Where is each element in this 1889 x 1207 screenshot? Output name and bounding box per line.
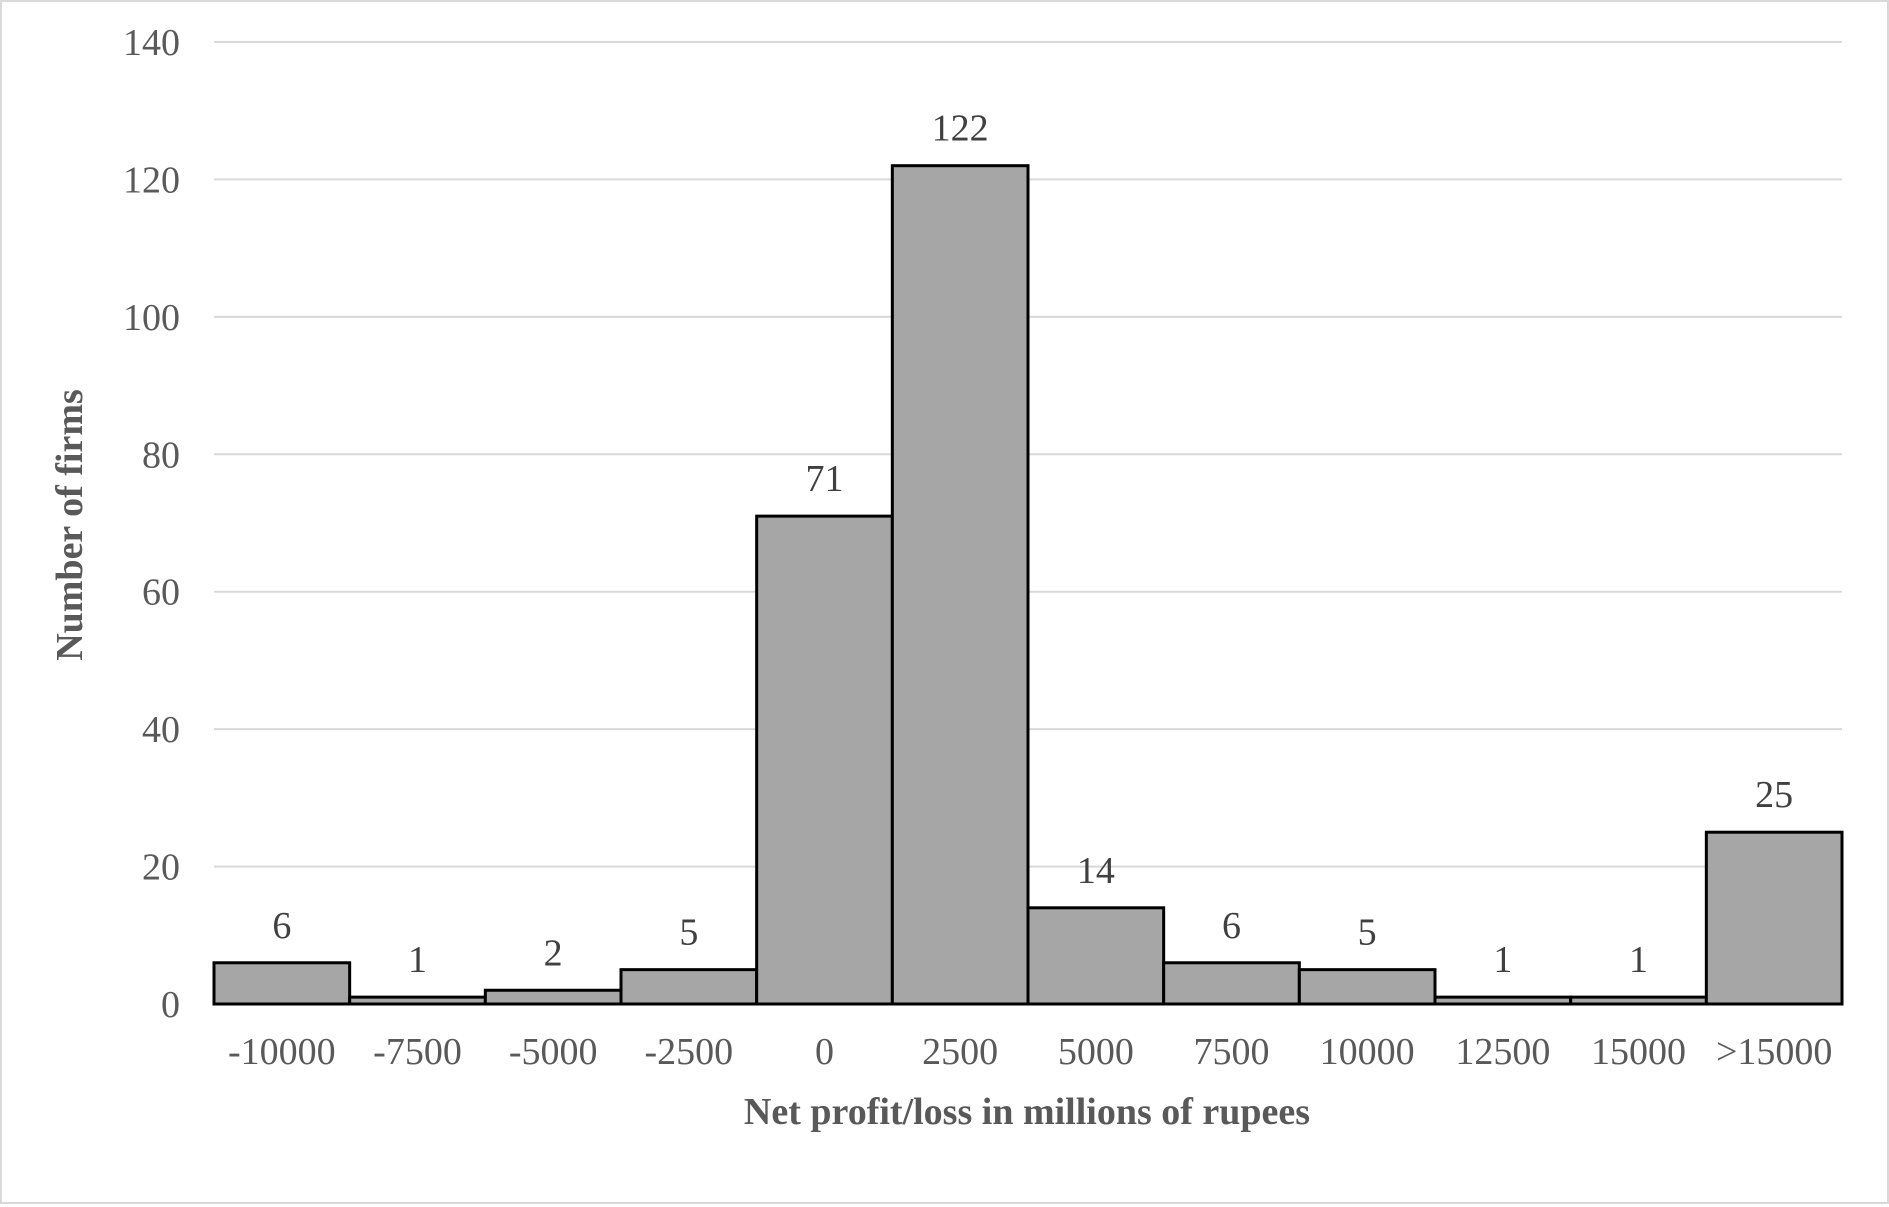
- bar: [1297, 968, 1437, 1006]
- y-tick-label: 20: [142, 847, 180, 889]
- y-tick-label: 80: [142, 434, 180, 476]
- y-tick-label: 120: [123, 159, 180, 201]
- x-tick-label: >15000: [1716, 1031, 1832, 1073]
- bar: [619, 968, 759, 1006]
- x-tick-label: 0: [815, 1031, 834, 1073]
- bar: [1026, 906, 1166, 1006]
- data-label: 1: [1629, 939, 1648, 981]
- y-tick-label: 0: [161, 984, 180, 1026]
- x-axis-title: Net profit/loss in millions of rupees: [744, 1091, 1310, 1133]
- bars: [212, 164, 1844, 1006]
- bar: [348, 995, 487, 1006]
- bar: [890, 164, 1030, 1006]
- data-label: 2: [544, 932, 563, 974]
- data-label: 5: [679, 912, 698, 954]
- y-axis-title: Number of firms: [49, 389, 91, 661]
- y-axis-ticks: 0 20 40 60 80 100 120 140: [123, 22, 180, 1026]
- x-tick-label: 15000: [1591, 1031, 1686, 1073]
- y-tick-label: 100: [123, 297, 180, 339]
- bar: [1704, 830, 1844, 1006]
- data-label: 25: [1755, 774, 1793, 816]
- data-label: 6: [1222, 905, 1241, 947]
- data-label: 1: [408, 939, 427, 981]
- x-tick-label: 12500: [1455, 1031, 1550, 1073]
- x-tick-label: 10000: [1320, 1031, 1415, 1073]
- bar: [1433, 995, 1573, 1006]
- x-tick-label: -10000: [228, 1031, 336, 1073]
- data-label: 6: [272, 905, 291, 947]
- x-axis-ticks: -10000 -7500 -5000 -2500 0 2500 5000 7500 10000 1…: [228, 1031, 1832, 1073]
- bar: [1162, 961, 1301, 1006]
- y-tick-label: 60: [142, 572, 180, 614]
- x-tick-label: 7500: [1194, 1031, 1270, 1073]
- y-tick-label: 140: [123, 22, 180, 64]
- x-tick-label: -5000: [509, 1031, 598, 1073]
- bar: [755, 514, 894, 1006]
- y-tick-label: 40: [142, 709, 180, 751]
- x-tick-label: -7500: [373, 1031, 462, 1073]
- bar: [1569, 995, 1708, 1006]
- data-label: 1: [1493, 939, 1512, 981]
- data-label: 71: [806, 458, 844, 500]
- bar: [483, 988, 623, 1006]
- x-tick-label: 5000: [1058, 1031, 1134, 1073]
- x-tick-label: 2500: [922, 1031, 998, 1073]
- data-label: 14: [1077, 850, 1115, 892]
- bar: [212, 961, 352, 1006]
- data-label: 5: [1358, 912, 1377, 954]
- data-label: 122: [932, 108, 989, 150]
- x-tick-label: -2500: [645, 1031, 734, 1073]
